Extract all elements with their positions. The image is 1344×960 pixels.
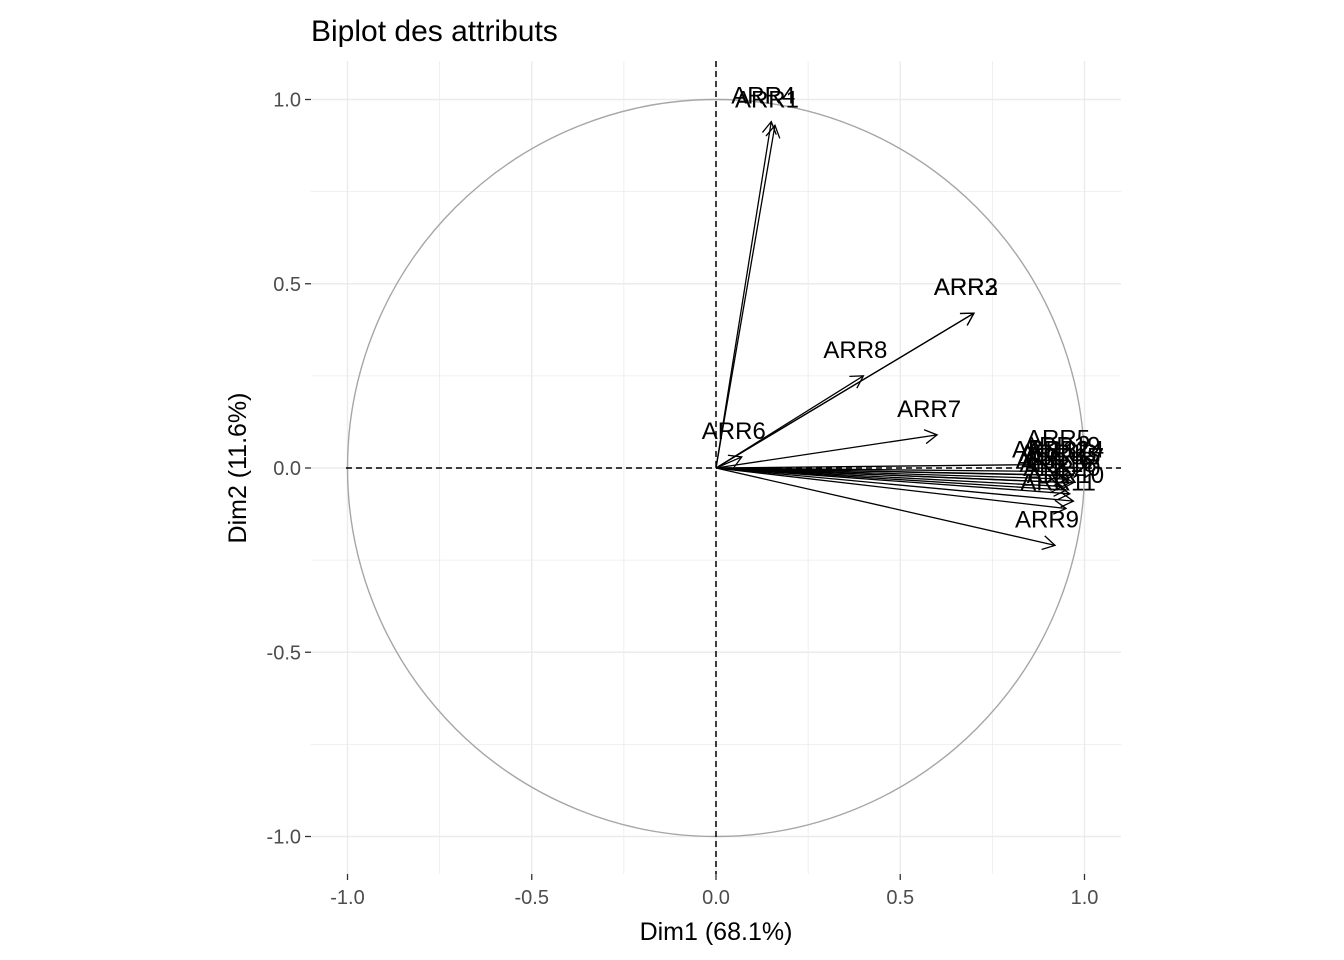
variable-arrow-arr6 xyxy=(715,454,743,469)
y-tick-label: -1.0 xyxy=(267,827,301,849)
x-axis-title: Dim1 (68.1%) xyxy=(640,918,793,946)
variable-arrow-arr3 xyxy=(715,312,976,469)
variable-label-arr17: ARR17 xyxy=(1027,444,1104,471)
variable-label-arr20: ARR20 xyxy=(1023,455,1100,482)
y-tick-label: 0.0 xyxy=(273,458,301,480)
variable-arrow-arr1 xyxy=(715,124,781,469)
chart-title: Biplot des attributs xyxy=(311,15,558,48)
variable-label-arr19: ARR19 xyxy=(1023,433,1100,460)
variable-label-arr14: ARR14 xyxy=(1027,436,1104,463)
variable-arrow-arr4 xyxy=(715,120,777,469)
variable-arrow-arr20 xyxy=(715,467,1072,501)
y-tick-label: 0.5 xyxy=(273,274,301,296)
variable-arrow-arr17 xyxy=(715,467,1075,490)
variable-arrow-arr5 xyxy=(715,456,1068,473)
variable-label-arr6: ARR6 xyxy=(702,418,766,445)
variable-label-arr4: ARR4 xyxy=(731,83,795,110)
variable-label-arr1: ARR1 xyxy=(735,86,799,113)
x-tick-label: 0.5 xyxy=(886,887,914,909)
reference-lines xyxy=(346,61,1121,874)
variable-label-arr13: ARR13 xyxy=(1019,440,1096,467)
x-tick-label: 1.0 xyxy=(1071,887,1099,909)
x-axis-ticks: -1.0 -0.5 0.0 0.5 1.0 xyxy=(330,874,1098,909)
variable-arrow-arr8 xyxy=(715,375,865,469)
variable-label-arr16: ARR16 xyxy=(1016,447,1093,474)
variable-label-arr3: ARR3 xyxy=(934,274,998,301)
variable-label-arr5: ARR5 xyxy=(1026,425,1090,452)
y-tick-label: 1.0 xyxy=(273,90,301,112)
variable-label-arr18: ARR18 xyxy=(1019,451,1096,478)
variable-arrow-arr11 xyxy=(715,467,1068,515)
variable-label-arr9: ARR9 xyxy=(1015,506,1079,533)
x-tick-label: -0.5 xyxy=(515,887,549,909)
variable-arrow-arr7 xyxy=(715,429,939,469)
x-tick-label: 0.0 xyxy=(702,887,730,909)
variable-arrows xyxy=(715,120,1075,551)
y-axis-ticks: -1.0 -0.5 0.0 0.5 1.0 xyxy=(267,90,311,849)
variable-label-arr2: ARR2 xyxy=(934,274,998,301)
x-tick-label: -1.0 xyxy=(330,887,364,909)
variable-label-arr12: ARR12 xyxy=(1012,436,1089,463)
variable-arrow-arr10 xyxy=(715,467,1075,508)
variable-arrow-arr9 xyxy=(715,467,1057,551)
variable-label-arr11: ARR11 xyxy=(1020,470,1096,497)
variable-label-arr7: ARR7 xyxy=(897,396,961,423)
variable-label-arr8: ARR8 xyxy=(823,337,887,364)
y-axis-title: Dim2 (11.6%) xyxy=(224,393,252,544)
variable-label-arr15: ARR15 xyxy=(1023,444,1100,471)
variable-label-arr10: ARR10 xyxy=(1027,462,1104,489)
y-tick-label: -0.5 xyxy=(267,642,301,664)
